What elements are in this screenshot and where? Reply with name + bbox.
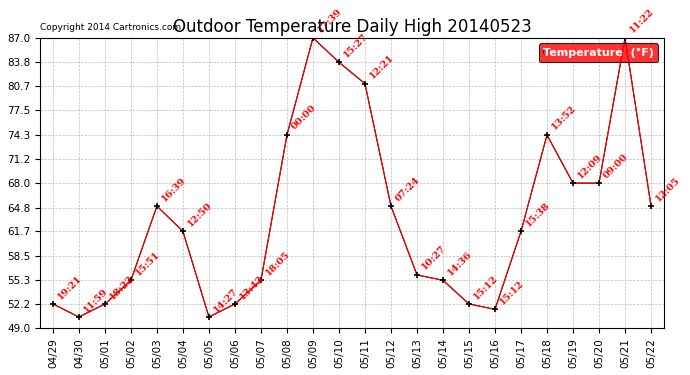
- Text: 13:52: 13:52: [550, 104, 578, 132]
- Text: 07:24: 07:24: [393, 175, 422, 203]
- Text: 15:51: 15:51: [134, 249, 161, 277]
- Text: 15:12: 15:12: [497, 279, 525, 306]
- Text: 12:05: 12:05: [653, 175, 682, 203]
- Text: 17:39: 17:39: [315, 7, 344, 35]
- Text: 10:27: 10:27: [420, 244, 448, 272]
- Text: 09:00: 09:00: [602, 152, 630, 180]
- Title: Outdoor Temperature Daily High 20140523: Outdoor Temperature Daily High 20140523: [172, 18, 531, 36]
- Text: 14:36: 14:36: [446, 249, 473, 277]
- Text: 12:21: 12:21: [368, 53, 395, 81]
- Text: 15:38: 15:38: [524, 200, 551, 228]
- Text: 13:43: 13:43: [237, 273, 266, 301]
- Text: 15:27: 15:27: [342, 32, 369, 59]
- Text: 12:09: 12:09: [575, 152, 604, 180]
- Text: 12:50: 12:50: [186, 200, 213, 228]
- Text: 19:21: 19:21: [55, 273, 83, 301]
- Text: 14:27: 14:27: [212, 286, 239, 314]
- Text: 18:05: 18:05: [264, 249, 291, 277]
- Text: 11:59: 11:59: [81, 286, 109, 314]
- Legend: Temperature  (°F): Temperature (°F): [539, 44, 658, 62]
- Text: 18:22: 18:22: [108, 273, 135, 301]
- Text: 16:39: 16:39: [159, 175, 188, 203]
- Text: 15:12: 15:12: [471, 273, 500, 301]
- Text: 11:22: 11:22: [628, 7, 655, 35]
- Text: 00:00: 00:00: [290, 104, 318, 132]
- Text: Copyright 2014 Cartronics.com: Copyright 2014 Cartronics.com: [40, 23, 181, 32]
